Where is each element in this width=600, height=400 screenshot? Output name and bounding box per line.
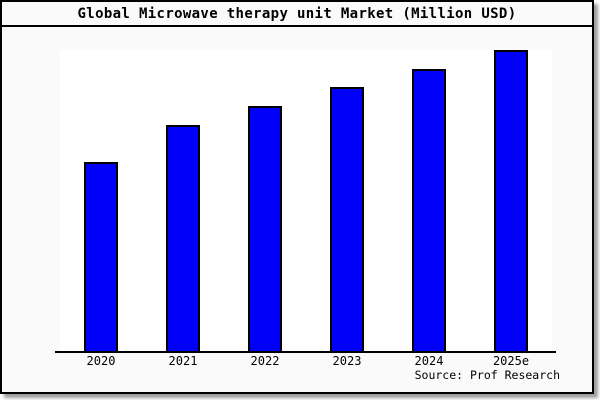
bar-2023 bbox=[330, 87, 364, 351]
bar-2022 bbox=[248, 106, 282, 351]
x-axis-line bbox=[55, 351, 556, 353]
x-tick-label-2023: 2023 bbox=[332, 354, 362, 368]
x-axis-labels: 2020 2021 2022 2023 2024 2025e bbox=[60, 354, 552, 369]
title-separator bbox=[2, 25, 592, 27]
bar-2025e bbox=[494, 50, 528, 351]
bar-2021 bbox=[166, 125, 200, 351]
x-tick-label-2020: 2020 bbox=[86, 354, 116, 368]
chart-title: Global Microwave therapy unit Market (Mi… bbox=[77, 5, 517, 22]
chart-frame: Global Microwave therapy unit Market (Mi… bbox=[0, 0, 594, 394]
plot-area bbox=[60, 50, 552, 351]
source-note: Source: Prof Research bbox=[414, 368, 560, 382]
x-tick-label-2025e: 2025e bbox=[492, 354, 530, 368]
bar-2020 bbox=[84, 162, 118, 351]
x-tick-label-2022: 2022 bbox=[250, 354, 280, 368]
x-tick-label-2021: 2021 bbox=[168, 354, 198, 368]
bar-2024 bbox=[412, 69, 446, 351]
title-bar: Global Microwave therapy unit Market (Mi… bbox=[2, 2, 592, 25]
x-tick-label-2024: 2024 bbox=[414, 354, 444, 368]
